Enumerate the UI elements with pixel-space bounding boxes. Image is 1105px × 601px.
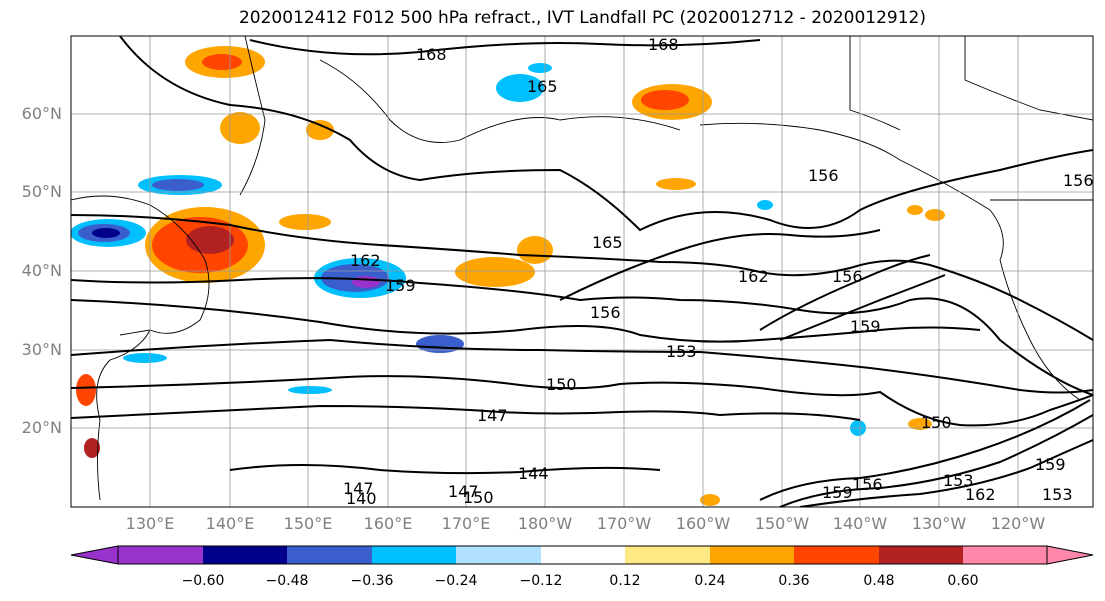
lon-label: 130°E xyxy=(125,514,175,533)
colorbar-tick-label: 0.36 xyxy=(778,573,810,589)
contour-label: 159 xyxy=(850,317,881,336)
contour-label: 150 xyxy=(546,375,577,394)
lat-label-40n: 40°N xyxy=(21,261,62,280)
colorbar-outline xyxy=(117,545,1048,565)
colorbar-segment xyxy=(203,546,287,564)
contour-label: 165 xyxy=(527,77,558,96)
lat-label-20n: 20°N xyxy=(21,418,62,437)
colorbar-left-arrow xyxy=(70,545,119,565)
lon-label: 160°E xyxy=(363,514,413,533)
contour-label: 140 xyxy=(346,489,377,508)
colorbar-segment xyxy=(372,546,456,564)
contour-label: 159 xyxy=(1035,455,1066,474)
lon-label: 120°W xyxy=(990,514,1046,533)
colorbar-segment xyxy=(710,546,794,564)
contour-label: 156 xyxy=(808,166,839,185)
colorbar-tick-label: −0.60 xyxy=(181,573,225,589)
colorbar-tick-label: −0.24 xyxy=(434,573,478,589)
colorbar-tick-label: 0.24 xyxy=(694,573,726,589)
map-title: 2020012412 F012 500 hPa refract., IVT La… xyxy=(238,8,926,28)
coastlines xyxy=(71,36,1093,501)
contour-label: 162 xyxy=(738,267,769,286)
contour-label: 156 xyxy=(1063,171,1094,190)
colorbar-tick-label: −0.12 xyxy=(519,573,563,589)
lon-label: 160°W xyxy=(675,514,731,533)
colorbar-tick-label: −0.36 xyxy=(350,573,394,589)
colorbar-segment xyxy=(963,546,1047,564)
contour-label: 168 xyxy=(416,45,447,64)
contour-label: 156 xyxy=(852,475,883,494)
colorbar-tick-label: 0.48 xyxy=(863,573,895,589)
lon-label: 170°W xyxy=(596,514,652,533)
colorbar-tick-label: 0.60 xyxy=(947,573,979,589)
contour-label: 156 xyxy=(590,303,621,322)
map-plot-area: 168 168 165 156 165 162 159 162 156 156 … xyxy=(71,35,1094,508)
colorbar-segment xyxy=(794,546,879,564)
colorbar-tick-label: 0.12 xyxy=(609,573,641,589)
colorbar-segment xyxy=(541,546,625,564)
contour-label: 144 xyxy=(518,464,549,483)
lon-label: 170°E xyxy=(441,514,491,533)
contour-label: 153 xyxy=(1042,485,1073,504)
lon-label: 150°W xyxy=(754,514,810,533)
contour-label: 159 xyxy=(385,276,416,295)
lon-label: 140°E xyxy=(205,514,255,533)
contour-label: 147 xyxy=(448,482,479,501)
contour-label: 165 xyxy=(592,233,623,252)
contour-label: 147 xyxy=(343,479,374,498)
contour-labels: 168 168 165 156 165 162 159 162 156 156 … xyxy=(343,35,1094,508)
lon-label: 150°E xyxy=(283,514,333,533)
contour-label: 159 xyxy=(822,483,853,502)
contour-label: 150 xyxy=(463,488,494,507)
contour-label: 153 xyxy=(943,471,974,490)
map-frame-border xyxy=(70,35,1094,508)
height-contours xyxy=(71,36,1093,507)
colorbar-segment xyxy=(287,546,372,564)
lat-label-60n: 60°N xyxy=(21,104,62,123)
contour-label: 162 xyxy=(350,251,381,270)
colorbar-segment xyxy=(456,546,541,564)
colorbar-segment xyxy=(625,546,710,564)
contour-label: 147 xyxy=(477,406,508,425)
lat-label-50n: 50°N xyxy=(21,182,62,201)
colorbar xyxy=(70,545,1094,565)
lon-label: 140°W xyxy=(832,514,888,533)
contour-label: 168 xyxy=(648,35,679,54)
colorbar-right-arrow xyxy=(1046,545,1094,565)
colorbar-segment xyxy=(118,546,203,564)
contour-label: 150 xyxy=(921,413,952,432)
lon-label: 130°W xyxy=(911,514,967,533)
lon-label: 180°W xyxy=(517,514,573,533)
colorbar-segment xyxy=(879,546,963,564)
contour-label: 156 xyxy=(832,267,863,286)
lat-label-30n: 30°N xyxy=(21,340,62,359)
gridlines xyxy=(71,36,1093,507)
contour-label: 153 xyxy=(666,342,697,361)
colorbar-tick-label: −0.48 xyxy=(265,573,309,589)
contour-label: 162 xyxy=(965,485,996,504)
